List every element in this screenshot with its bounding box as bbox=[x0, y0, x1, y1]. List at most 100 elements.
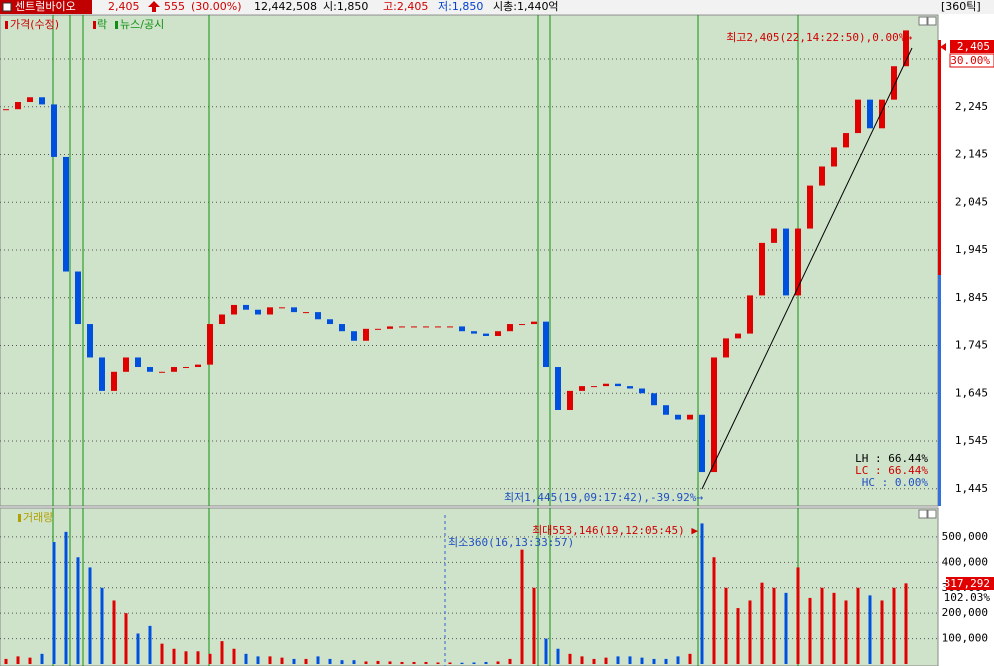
candle bbox=[315, 312, 321, 320]
volume-bar bbox=[268, 656, 272, 664]
candle bbox=[27, 97, 33, 103]
legend-swatch bbox=[5, 21, 8, 29]
candle bbox=[123, 357, 129, 372]
candle bbox=[351, 331, 357, 341]
legend-item[interactable]: 락 bbox=[97, 18, 107, 31]
candle bbox=[111, 371, 117, 391]
panel-button[interactable] bbox=[927, 509, 937, 519]
legend-swatch bbox=[93, 21, 96, 29]
volume-bar bbox=[556, 648, 560, 664]
panel-button[interactable] bbox=[927, 16, 937, 26]
min-volume-annotation: 최소360(16,13:33:57) bbox=[448, 536, 574, 549]
candle bbox=[135, 357, 141, 368]
volume-bar bbox=[124, 613, 128, 664]
legend-item[interactable]: 뉴스/공시 bbox=[120, 18, 164, 31]
candle bbox=[687, 414, 693, 420]
candle bbox=[639, 388, 645, 394]
y-tick-label: 100,000 bbox=[942, 632, 988, 645]
candle bbox=[375, 328, 381, 330]
header-bar bbox=[0, 0, 994, 14]
candle bbox=[615, 383, 621, 387]
candle bbox=[3, 109, 9, 111]
volume-bar bbox=[316, 656, 320, 664]
y-tick-label: 1,545 bbox=[955, 434, 988, 447]
legend-swatch bbox=[18, 514, 21, 522]
current-price: 2,405 bbox=[957, 40, 990, 53]
volume-bar bbox=[604, 657, 608, 664]
volume-bar bbox=[100, 587, 104, 664]
candle bbox=[567, 390, 573, 410]
stock-name-box[interactable] bbox=[0, 0, 92, 14]
legend-item[interactable]: 가격(수정) bbox=[10, 18, 59, 31]
volume-bar bbox=[796, 567, 800, 664]
volume-bar bbox=[868, 595, 872, 664]
volume-bar bbox=[292, 658, 296, 664]
volume-bar bbox=[880, 600, 884, 664]
volume-bar bbox=[628, 656, 632, 664]
candle bbox=[891, 66, 897, 100]
volume-bar bbox=[748, 600, 752, 664]
volume-bar bbox=[856, 587, 860, 664]
checkbox[interactable] bbox=[2, 2, 12, 12]
candle bbox=[75, 271, 81, 325]
candle bbox=[363, 328, 369, 341]
volume-bar bbox=[304, 658, 308, 664]
current-price-arrow bbox=[940, 43, 946, 51]
current-change: 30.00% bbox=[950, 54, 990, 67]
volume-panel bbox=[0, 507, 939, 666]
candle bbox=[291, 307, 297, 313]
panel-button[interactable] bbox=[918, 509, 928, 519]
volume-bar bbox=[664, 658, 668, 664]
candle bbox=[627, 386, 633, 389]
candle bbox=[207, 324, 213, 365]
volume-bar bbox=[652, 658, 656, 664]
candle bbox=[759, 242, 765, 296]
volume-bar bbox=[256, 656, 260, 664]
candle bbox=[819, 166, 825, 186]
candle bbox=[591, 386, 597, 388]
high-annotation: 최고2,405(22,14:22:50),0.00%→ bbox=[726, 31, 912, 44]
legend-swatch bbox=[115, 21, 118, 29]
lh-stat: LH : 66.44% bbox=[855, 452, 928, 465]
candle bbox=[555, 367, 561, 410]
volume-bar bbox=[196, 651, 200, 664]
y-tick-label: 1,945 bbox=[955, 243, 988, 256]
volume-bar bbox=[424, 661, 428, 664]
candle bbox=[519, 324, 525, 326]
current-price-box bbox=[950, 40, 994, 53]
candle bbox=[723, 338, 729, 358]
volume-bar bbox=[16, 656, 20, 664]
period[interactable]: [360틱] bbox=[941, 0, 981, 13]
candle bbox=[771, 228, 777, 243]
volume-bar bbox=[772, 587, 776, 664]
axis-bar-up bbox=[938, 40, 941, 275]
volume-bar bbox=[460, 662, 464, 664]
volume-bar bbox=[28, 657, 32, 664]
candle bbox=[747, 295, 753, 334]
volume-bar bbox=[376, 660, 380, 664]
candle bbox=[267, 307, 273, 315]
candle bbox=[651, 393, 657, 406]
lc-stat: LC : 66.44% bbox=[855, 464, 928, 477]
candle bbox=[15, 102, 21, 110]
current-change-box bbox=[949, 53, 994, 68]
candle bbox=[231, 304, 237, 315]
y-tick-label: 1,645 bbox=[955, 386, 988, 399]
candle bbox=[279, 307, 285, 309]
current-ratio: 102.03% bbox=[944, 591, 991, 604]
panel-button[interactable] bbox=[918, 16, 928, 26]
candle bbox=[87, 324, 93, 358]
legend-item[interactable]: 거래량 bbox=[23, 511, 53, 524]
candle bbox=[159, 371, 165, 373]
candle bbox=[483, 333, 489, 336]
volume-bar bbox=[784, 592, 788, 664]
volume-bar bbox=[112, 600, 116, 664]
candle bbox=[735, 333, 741, 339]
candle bbox=[699, 414, 705, 473]
candle bbox=[171, 367, 177, 372]
volume-bar bbox=[844, 600, 848, 664]
candle bbox=[471, 331, 477, 334]
volume-bar bbox=[220, 641, 224, 664]
volume-bar bbox=[340, 660, 344, 664]
y-tick-label: 1,845 bbox=[955, 291, 988, 304]
